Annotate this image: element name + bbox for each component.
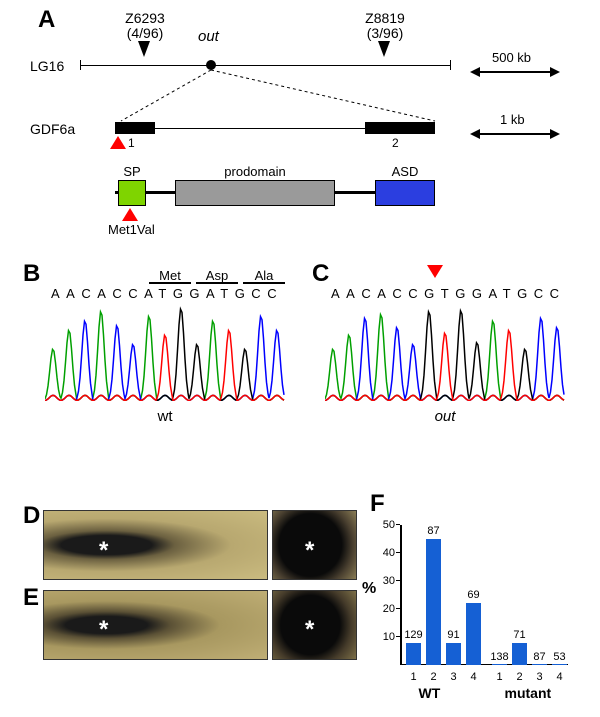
bar-mutant-2	[512, 643, 527, 665]
pro-label: prodomain	[175, 164, 335, 179]
asd-label: ASD	[375, 164, 435, 179]
mutation-label: Met1Val	[108, 222, 155, 237]
exon-2	[365, 122, 435, 134]
bar-mutant-1	[492, 664, 507, 665]
exon-1-num: 1	[128, 136, 135, 150]
bar-mutant-4	[552, 664, 567, 665]
bar-mutant-3	[532, 664, 547, 665]
bar-WT-4	[466, 603, 481, 665]
scale2-text: 1 kb	[500, 112, 525, 127]
exon-2-num: 2	[392, 136, 399, 150]
group-label-mutant: mutant	[505, 685, 552, 701]
gdf6a-label: GDF6a	[30, 121, 75, 137]
domain-sp	[118, 180, 146, 206]
asterisk-d2: *	[305, 537, 314, 565]
panel-e-label: E	[23, 584, 39, 612]
asterisk-e2: *	[305, 616, 314, 644]
trace-wt	[45, 306, 285, 401]
out-caption: out	[320, 408, 570, 425]
group-label-WT: WT	[419, 685, 441, 701]
seq-wt: AACACCATGGATGCC	[51, 286, 283, 301]
embryo-e: *	[43, 590, 268, 660]
sp-label: SP	[118, 164, 146, 179]
panel-d-label: D	[23, 502, 40, 530]
aa-met: Met	[153, 268, 187, 283]
asterisk-d: *	[99, 537, 108, 565]
aa-asp: Asp	[200, 268, 234, 283]
bar-WT-3	[446, 643, 461, 665]
panel-b-label: B	[23, 260, 40, 288]
red-triangle-domain	[122, 208, 138, 221]
bar-chart: % 10203040501291872913694WT1381712873534…	[360, 510, 570, 695]
domain-asd	[375, 180, 435, 206]
chromatogram-wt: Met Asp Ala AACACCATGGATGCC wt	[40, 268, 290, 408]
embryo-d-inset: *	[272, 510, 357, 580]
wt-caption: wt	[40, 408, 290, 425]
aa-ala: Ala	[247, 268, 281, 283]
bar-WT-1	[406, 643, 421, 665]
chromatogram-out: AACACCGTGGATGCC out	[320, 268, 570, 408]
asterisk-e: *	[99, 616, 108, 644]
exon-1	[115, 122, 155, 134]
mutation-arrow-icon	[427, 265, 443, 278]
panel-a: Z6293 (4/96) Z8819 (3/96) out LG16 GDF6a…	[30, 8, 570, 238]
bar-WT-2	[426, 539, 441, 665]
embryo-e-inset: *	[272, 590, 357, 660]
trace-out	[325, 306, 565, 401]
domain-pro	[175, 180, 335, 206]
red-triangle-exon	[110, 136, 126, 149]
scale1-text: 500 kb	[492, 50, 531, 65]
embryo-d: *	[43, 510, 268, 580]
seq-out: AACACCGTGGATGCC	[331, 286, 566, 301]
